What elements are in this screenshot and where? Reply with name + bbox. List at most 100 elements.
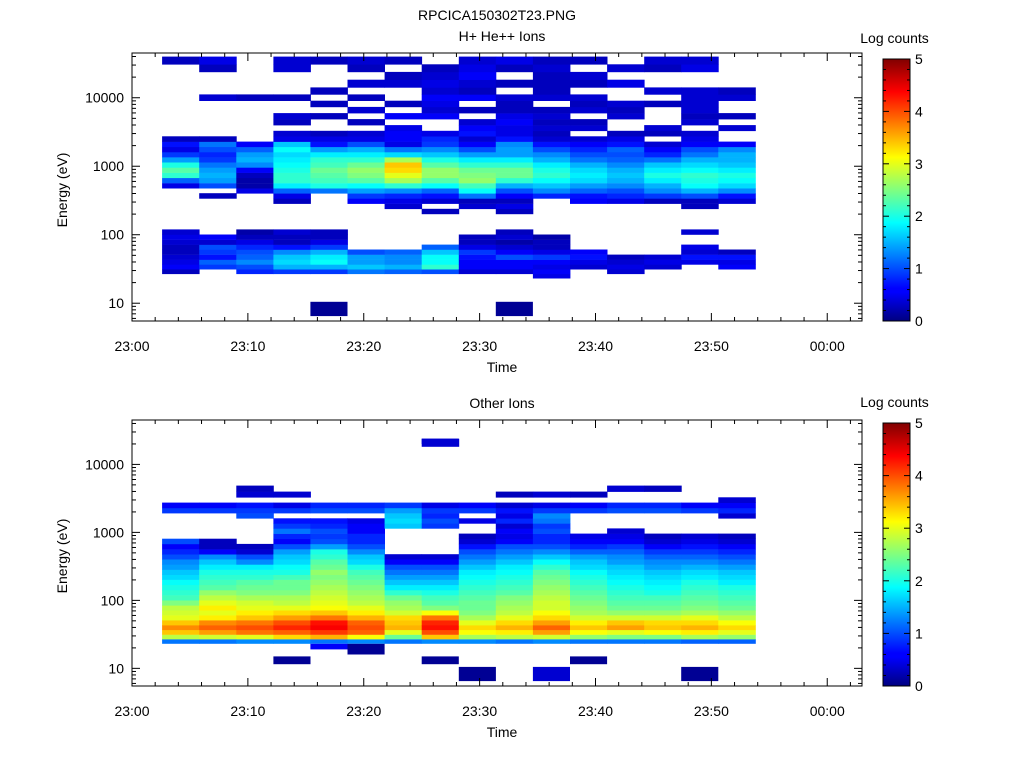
heatmap-cell [495, 125, 534, 132]
heatmap-cell [607, 620, 645, 626]
heatmap-cell [458, 152, 497, 158]
heatmap-cell [421, 113, 460, 120]
heatmap-cell [310, 564, 348, 570]
heatmap-cell [273, 136, 311, 142]
heatmap-cell [644, 579, 682, 586]
colorbar-tick-label: 3 [915, 520, 923, 536]
heatmap-cell [421, 100, 460, 108]
heatmap-cell [570, 188, 608, 194]
heatmap-cell [532, 234, 571, 240]
heatmap-cell [421, 208, 460, 215]
heatmap-cell [681, 203, 719, 210]
heatmap-cell [236, 491, 274, 498]
heatmap-cell [421, 620, 460, 626]
heatmap-cell [421, 264, 460, 270]
heatmap-cell [495, 203, 534, 210]
heatmap-cell [495, 94, 534, 101]
heatmap-cell [162, 239, 200, 245]
heatmap-cell [421, 600, 460, 606]
heatmap-cell [495, 528, 534, 534]
heatmap-cell [347, 141, 385, 148]
heatmap-cell [236, 172, 274, 179]
heatmap-cell [495, 152, 534, 158]
heatmap-cell [273, 615, 311, 621]
heatmap-cell [644, 625, 682, 631]
heatmap-cell [199, 254, 237, 260]
heatmap-cell [607, 502, 645, 509]
heatmap-cell [236, 229, 274, 235]
heatmap-cell [532, 94, 571, 101]
heatmap-cell [310, 157, 348, 163]
heatmap-cell [718, 639, 756, 644]
heatmap-cell [532, 513, 571, 519]
heatmap-cell [570, 564, 608, 570]
heatmap-cell [236, 629, 274, 635]
heatmap-cell [495, 157, 534, 163]
heatmap-cell [458, 167, 497, 173]
heatmap-cell [607, 146, 645, 153]
heatmap-cell [310, 183, 348, 189]
heatmap-cell [236, 579, 274, 586]
heatmap-cell [644, 125, 682, 132]
heatmap-cell [273, 130, 311, 137]
heatmap-cell [273, 543, 311, 550]
heatmap-cell [347, 528, 385, 534]
heatmap-cell [570, 259, 608, 265]
heatmap-cell [532, 528, 571, 534]
heatmap-cell [273, 533, 311, 540]
heatmap-cell [718, 141, 756, 148]
heatmap-cell [607, 79, 645, 88]
heatmap-cell [162, 183, 200, 189]
heatmap-cell [458, 106, 497, 114]
heatmap-cell [310, 188, 348, 194]
heatmap-cell [495, 595, 534, 601]
heatmap-cell [718, 183, 756, 189]
heatmap-cell [273, 610, 311, 616]
heatmap-cell [570, 590, 608, 596]
heatmap-cell [532, 87, 571, 95]
heatmap-cell [273, 502, 311, 509]
heatmap-cell [495, 600, 534, 606]
heatmap-cell [273, 254, 311, 260]
heatmap-cell [681, 259, 719, 265]
heatmap-cell [384, 523, 423, 529]
heatmap-cell [681, 87, 719, 95]
heatmap-cell [607, 569, 645, 575]
heatmap-cell [310, 629, 348, 635]
heatmap-cell [570, 579, 608, 586]
heatmap-cell [644, 634, 682, 640]
heatmap-cell [162, 605, 200, 611]
heatmap-cell [644, 56, 682, 65]
heatmap-cell [681, 543, 719, 550]
heatmap-cell [644, 605, 682, 611]
heatmap-cell [570, 106, 608, 114]
heatmap-cell [347, 56, 385, 65]
heatmap-cell [644, 254, 682, 260]
heatmap-cell [607, 625, 645, 631]
heatmap-cell [644, 485, 682, 492]
heatmap-cell [681, 584, 719, 591]
heatmap-cell [458, 198, 497, 204]
heatmap-cell [570, 569, 608, 575]
heatmap-cell [162, 564, 200, 570]
heatmap-cell [236, 639, 274, 644]
heatmap-cell [273, 620, 311, 626]
heatmap-cell [495, 172, 534, 179]
heatmap-cell [236, 152, 274, 158]
heatmap-cell [458, 162, 497, 168]
heatmap-cell [718, 629, 756, 635]
heatmap-cell [495, 167, 534, 173]
heatmap-cell [162, 634, 200, 640]
heatmap-cell [162, 629, 200, 635]
heatmap-cell [384, 79, 423, 88]
heatmap-cell [347, 559, 385, 565]
heatmap-cell [162, 639, 200, 644]
heatmap-cell [681, 56, 719, 65]
heatmap-cell [644, 172, 682, 179]
heatmap-cell [495, 605, 534, 611]
panel-title: H+ He++ Ions [459, 28, 546, 44]
heatmap-cell [570, 491, 608, 498]
heatmap-cell [532, 125, 571, 132]
heatmap-cell [681, 538, 719, 545]
heatmap-cell [421, 141, 460, 148]
